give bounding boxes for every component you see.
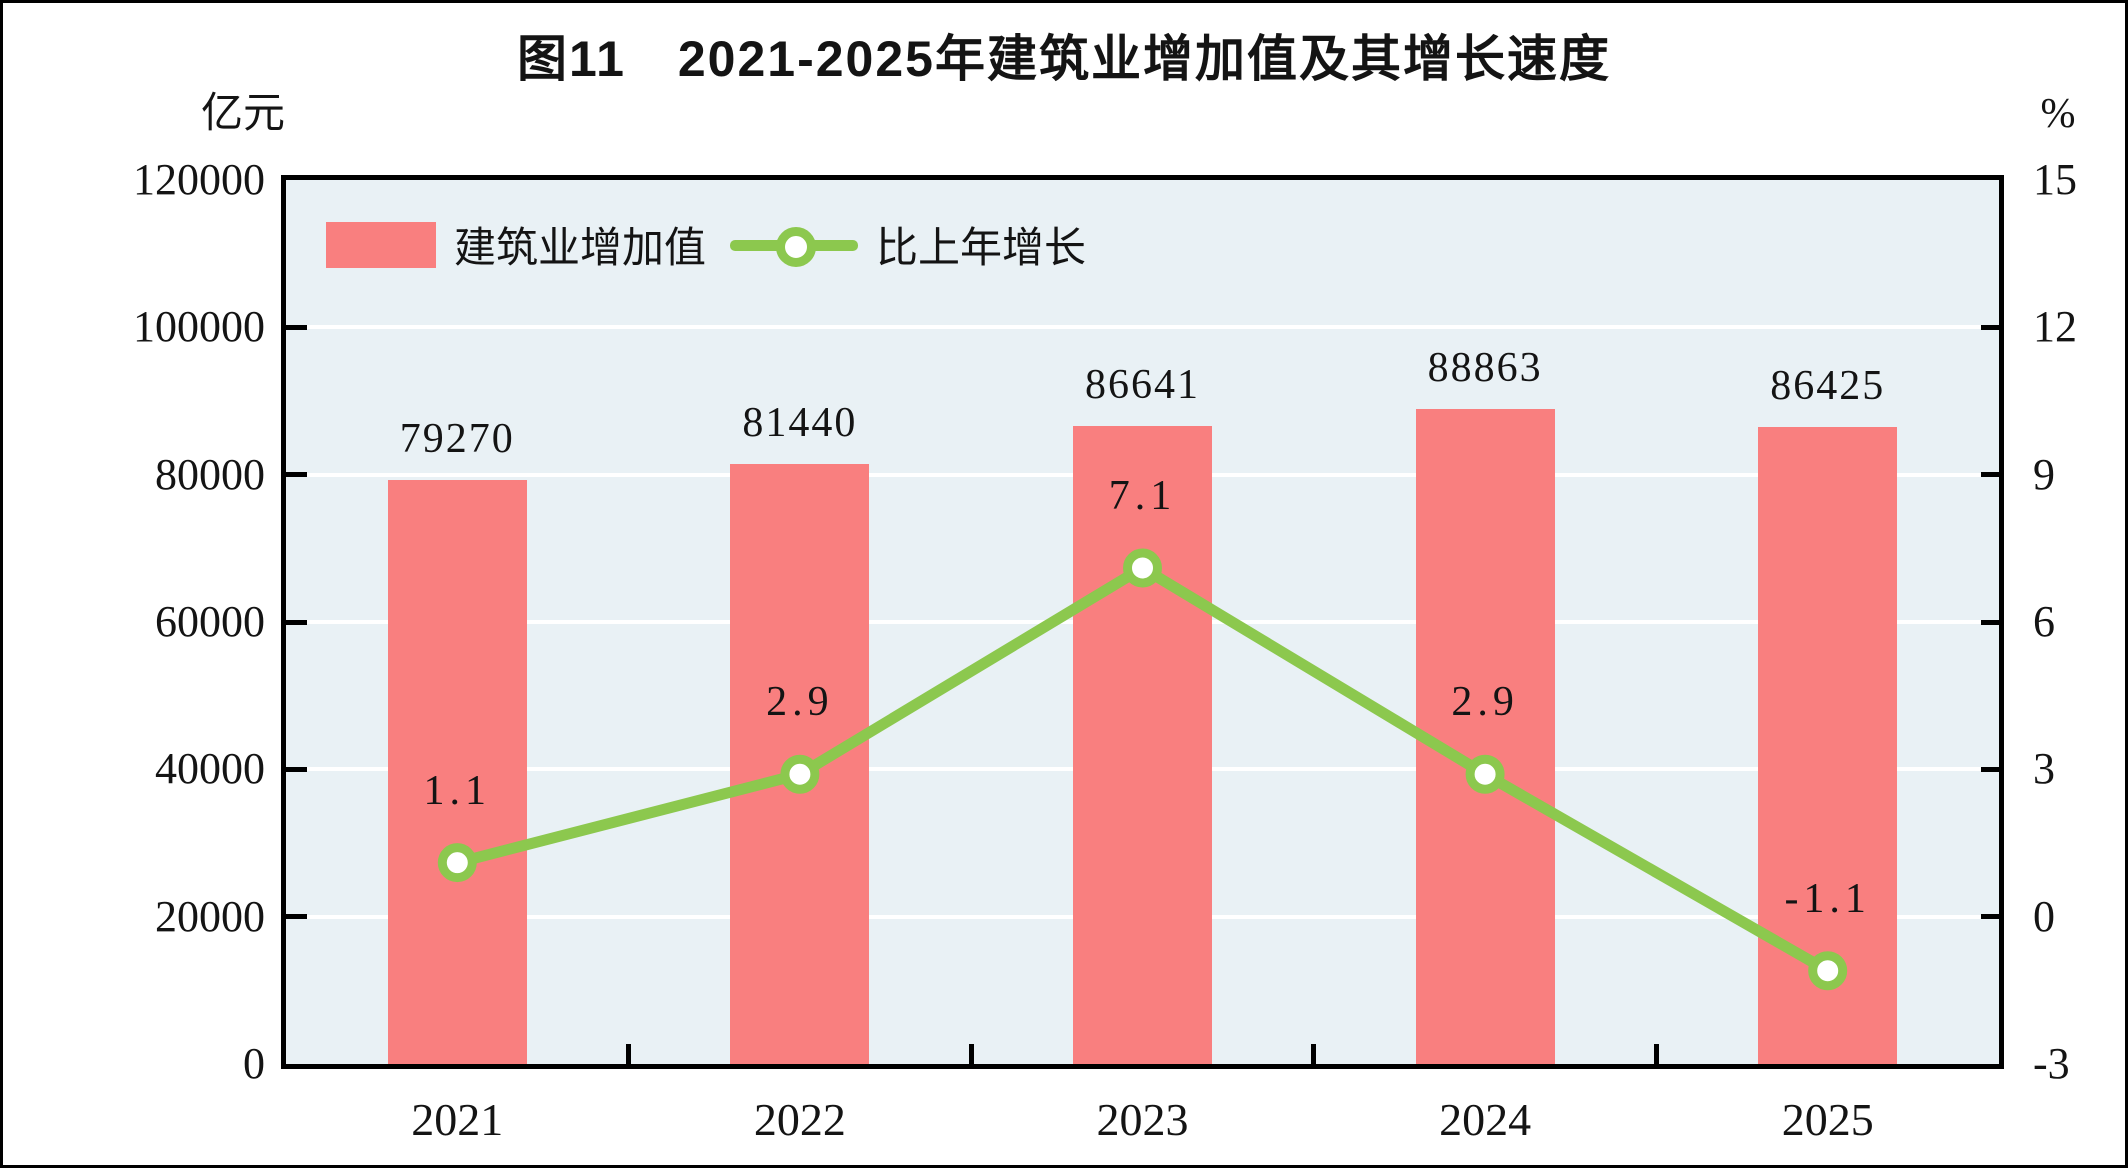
legend-item-bar: 建筑业增加值 — [326, 214, 706, 275]
y-axis-label-right: 15 — [2033, 155, 2077, 204]
y-axis-label-left: 60000 — [155, 597, 265, 646]
legend-label-line: 比上年增长 — [876, 226, 1087, 272]
x-axis-label: 2025 — [1781, 1094, 1874, 1145]
point-value-label: 2.9 — [766, 679, 834, 726]
y-axis-label-left: 40000 — [155, 744, 265, 794]
left-axis-tick — [286, 472, 307, 478]
y-axis-label-left: 80000 — [155, 449, 265, 499]
right-axis-tick — [1981, 324, 1999, 330]
x-axis-tick — [968, 1044, 974, 1064]
y-axis-label-left: 120000 — [133, 155, 265, 204]
bar — [1073, 425, 1212, 1064]
line-marker — [1808, 951, 1848, 991]
x-axis-tick — [626, 1044, 632, 1064]
chart-title: 图11 2021-2025年建筑业增加值及其增长速度 — [517, 31, 1611, 87]
legend: 建筑业增加值 比上年增长 — [326, 214, 1086, 275]
y-axis-label-right: 3 — [2033, 744, 2055, 794]
x-axis-tick — [1653, 1044, 1659, 1064]
y-axis-label-left: 20000 — [155, 891, 265, 941]
bar-value-label: 86425 — [1770, 363, 1886, 410]
line-marker — [1465, 754, 1505, 794]
left-axis-tick — [286, 766, 307, 772]
y-axis-label-right: 0 — [2033, 891, 2055, 941]
bar — [1415, 409, 1555, 1064]
plot-area: 79270 81440 86641 88863 86425 1.1 2.9 7.1 2.9 -1.… — [281, 175, 2004, 1069]
right-axis-tick — [1981, 472, 1999, 478]
bar-value-label: 79270 — [399, 416, 515, 463]
bar-value-label: 88863 — [1427, 345, 1543, 392]
legend-item-line: 比上年增长 — [730, 214, 1086, 275]
line-marker — [1123, 548, 1162, 588]
point-value-label: -1.1 — [1784, 875, 1871, 922]
x-axis-tick — [1311, 1044, 1317, 1064]
x-axis-label: 2022 — [753, 1094, 846, 1145]
y-axis-label-left: 0 — [243, 1039, 265, 1088]
x-axis-label: 2023 — [1096, 1094, 1189, 1145]
bar-value-label: 86641 — [1085, 361, 1200, 408]
point-value-label: 7.1 — [1108, 472, 1177, 519]
y-axis-label-right: -3 — [2033, 1039, 2070, 1088]
left-axis-unit-label: 亿元 — [200, 91, 285, 137]
right-axis-tick — [1981, 914, 1999, 920]
y-axis-label-right: 12 — [2033, 302, 2077, 352]
right-axis-tick — [1981, 619, 1999, 625]
x-axis-label: 2021 — [411, 1094, 504, 1145]
y-axis-label-right: 6 — [2033, 597, 2055, 646]
point-value-label: 2.9 — [1451, 679, 1519, 726]
y-axis-label-right: 9 — [2033, 449, 2055, 499]
bar-series-swatch-icon — [326, 221, 436, 268]
left-axis-tick — [286, 914, 307, 920]
line-marker — [437, 843, 477, 883]
line-series-sample-icon — [730, 222, 859, 268]
y-axis-label-left: 100000 — [133, 302, 265, 352]
right-axis-tick — [1981, 766, 1999, 772]
left-axis-tick — [286, 619, 307, 625]
gridline — [286, 325, 1999, 330]
x-axis-label: 2024 — [1439, 1094, 1532, 1145]
line-marker — [780, 754, 820, 794]
legend-label-bar: 建筑业增加值 — [454, 226, 707, 272]
bar — [387, 480, 527, 1064]
bar-value-label: 81440 — [742, 400, 858, 447]
growth-line — [451, 562, 1834, 977]
line-layer — [437, 548, 1848, 991]
point-value-label: 1.1 — [423, 767, 492, 814]
right-axis-unit-label: % — [2040, 91, 2076, 137]
left-axis-tick — [286, 324, 307, 330]
